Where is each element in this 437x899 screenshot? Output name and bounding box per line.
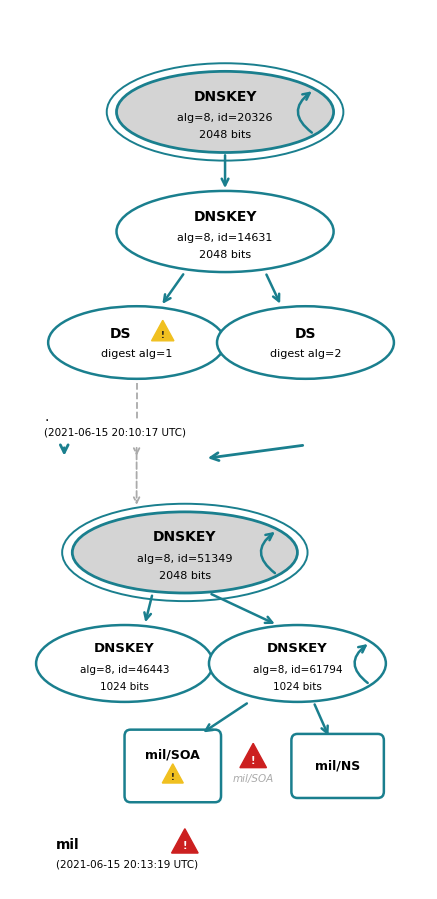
Text: !: !	[183, 841, 187, 851]
Text: digest alg=2: digest alg=2	[270, 350, 341, 360]
Ellipse shape	[48, 307, 225, 378]
Text: !: !	[251, 756, 256, 766]
FancyBboxPatch shape	[291, 734, 384, 798]
Text: 1024 bits: 1024 bits	[100, 682, 149, 692]
Text: (2021-06-15 20:10:17 UTC): (2021-06-15 20:10:17 UTC)	[44, 427, 186, 437]
Text: .: .	[44, 410, 49, 424]
FancyBboxPatch shape	[125, 730, 221, 802]
Text: !: !	[161, 331, 165, 340]
Text: 2048 bits: 2048 bits	[159, 571, 211, 581]
Text: alg=8, id=46443: alg=8, id=46443	[80, 665, 169, 675]
Text: DNSKEY: DNSKEY	[193, 90, 257, 104]
Text: 2048 bits: 2048 bits	[199, 250, 251, 260]
Text: DNSKEY: DNSKEY	[267, 642, 328, 655]
Text: mil/SOA: mil/SOA	[232, 774, 274, 784]
Text: DS: DS	[295, 327, 316, 341]
Text: 2048 bits: 2048 bits	[199, 130, 251, 140]
Ellipse shape	[117, 71, 333, 153]
Ellipse shape	[217, 307, 394, 378]
Ellipse shape	[117, 191, 333, 272]
Text: alg=8, id=14631: alg=8, id=14631	[177, 233, 273, 243]
Text: !: !	[171, 773, 175, 782]
Text: DNSKEY: DNSKEY	[193, 209, 257, 224]
Polygon shape	[152, 320, 174, 341]
Text: alg=8, id=20326: alg=8, id=20326	[177, 113, 273, 123]
Polygon shape	[162, 764, 183, 783]
Text: DS: DS	[110, 327, 131, 341]
Text: (2021-06-15 20:13:19 UTC): (2021-06-15 20:13:19 UTC)	[56, 859, 198, 869]
Text: alg=8, id=51349: alg=8, id=51349	[137, 554, 232, 564]
Text: mil/NS: mil/NS	[315, 760, 360, 772]
Ellipse shape	[36, 625, 213, 702]
Text: mil/SOA: mil/SOA	[146, 749, 200, 761]
Text: alg=8, id=61794: alg=8, id=61794	[253, 665, 342, 675]
Text: digest alg=1: digest alg=1	[101, 350, 172, 360]
Polygon shape	[240, 743, 267, 768]
Text: 1024 bits: 1024 bits	[273, 682, 322, 692]
Ellipse shape	[72, 512, 298, 593]
Ellipse shape	[209, 625, 386, 702]
Text: DNSKEY: DNSKEY	[153, 530, 217, 545]
Text: mil: mil	[56, 838, 80, 852]
Polygon shape	[172, 829, 198, 853]
Text: DNSKEY: DNSKEY	[94, 642, 155, 655]
